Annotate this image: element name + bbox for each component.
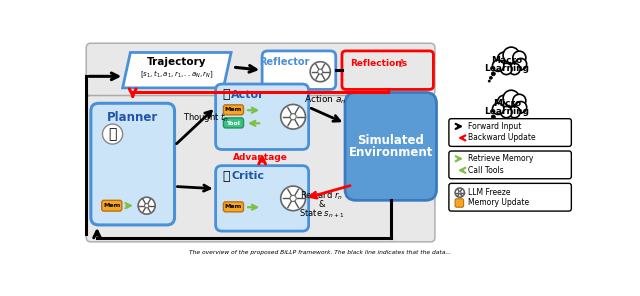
FancyBboxPatch shape: [102, 200, 122, 211]
FancyBboxPatch shape: [449, 151, 572, 179]
Text: Learning: Learning: [484, 107, 529, 116]
Circle shape: [102, 124, 123, 144]
Text: Critic: Critic: [232, 171, 265, 181]
Text: Retrieve Memory: Retrieve Memory: [468, 154, 534, 163]
Circle shape: [145, 204, 148, 208]
Text: Reflector: Reflector: [259, 57, 309, 67]
FancyBboxPatch shape: [216, 84, 308, 149]
FancyBboxPatch shape: [86, 43, 435, 96]
Text: Learning: Learning: [484, 64, 529, 73]
Text: State $s_{n+1}$: State $s_{n+1}$: [299, 208, 344, 221]
Circle shape: [455, 188, 465, 197]
Circle shape: [497, 95, 512, 110]
Circle shape: [490, 76, 492, 79]
Text: Memory Update: Memory Update: [468, 198, 529, 207]
Text: 🧠: 🧠: [108, 127, 116, 141]
FancyBboxPatch shape: [91, 103, 175, 225]
Text: Planner: Planner: [107, 111, 158, 124]
Circle shape: [513, 94, 526, 107]
Circle shape: [515, 58, 527, 70]
Circle shape: [459, 192, 461, 194]
FancyBboxPatch shape: [449, 183, 572, 211]
Text: Reward $r_n$: Reward $r_n$: [300, 189, 344, 202]
Text: $\ell$: $\ell$: [397, 57, 404, 69]
FancyBboxPatch shape: [223, 202, 244, 212]
Text: &: &: [319, 200, 325, 210]
Text: Macro: Macro: [492, 56, 523, 65]
Text: Backward Update: Backward Update: [468, 133, 536, 142]
Text: Trajectory: Trajectory: [147, 57, 207, 67]
Text: LLM Freeze: LLM Freeze: [468, 188, 511, 197]
Text: Reflections: Reflections: [349, 59, 407, 68]
Text: Call Tools: Call Tools: [468, 166, 504, 175]
Text: Action $a_n$: Action $a_n$: [304, 93, 346, 106]
Circle shape: [290, 195, 296, 202]
Text: Micro: Micro: [493, 99, 521, 108]
FancyBboxPatch shape: [345, 92, 436, 200]
Circle shape: [500, 63, 512, 75]
Circle shape: [317, 69, 323, 74]
Circle shape: [500, 106, 512, 118]
Polygon shape: [123, 52, 231, 88]
Circle shape: [281, 104, 305, 129]
Circle shape: [310, 62, 330, 82]
Text: 🏗: 🏗: [223, 88, 230, 101]
Text: Environment: Environment: [349, 146, 433, 159]
Circle shape: [488, 80, 490, 82]
Circle shape: [509, 106, 520, 118]
Circle shape: [493, 103, 504, 115]
Text: The overview of the proposed BiLLP framework. The black line indicates that the : The overview of the proposed BiLLP frame…: [189, 250, 451, 255]
FancyBboxPatch shape: [86, 96, 435, 242]
Circle shape: [497, 52, 512, 67]
Text: Forward Input: Forward Input: [468, 122, 522, 131]
Circle shape: [488, 123, 490, 125]
Circle shape: [492, 72, 495, 76]
FancyBboxPatch shape: [455, 199, 463, 207]
Text: Mem: Mem: [103, 203, 120, 208]
Circle shape: [513, 51, 526, 64]
Text: Actor: Actor: [232, 90, 265, 100]
Text: Advantage: Advantage: [233, 153, 288, 162]
Circle shape: [493, 60, 504, 71]
Circle shape: [515, 102, 527, 113]
Text: Tool: Tool: [227, 121, 241, 126]
Text: Thought $t_n$: Thought $t_n$: [183, 111, 229, 124]
Circle shape: [490, 120, 492, 123]
Circle shape: [509, 63, 520, 75]
Circle shape: [281, 186, 305, 211]
FancyBboxPatch shape: [449, 119, 572, 147]
Text: Mem: Mem: [225, 204, 242, 209]
Text: Mem: Mem: [225, 107, 242, 112]
FancyBboxPatch shape: [262, 51, 336, 89]
FancyBboxPatch shape: [223, 118, 244, 128]
FancyBboxPatch shape: [216, 166, 308, 231]
FancyBboxPatch shape: [223, 105, 244, 115]
Text: Simulated: Simulated: [357, 134, 424, 147]
Circle shape: [503, 90, 519, 106]
Circle shape: [138, 197, 155, 214]
Circle shape: [492, 115, 495, 119]
Text: 🤖: 🤖: [223, 170, 230, 183]
Text: $[s_1, t_1, a_1, r_1, .. a_N, r_N]$: $[s_1, t_1, a_1, r_1, .. a_N, r_N]$: [140, 68, 214, 80]
Circle shape: [503, 47, 519, 63]
Circle shape: [290, 114, 296, 120]
